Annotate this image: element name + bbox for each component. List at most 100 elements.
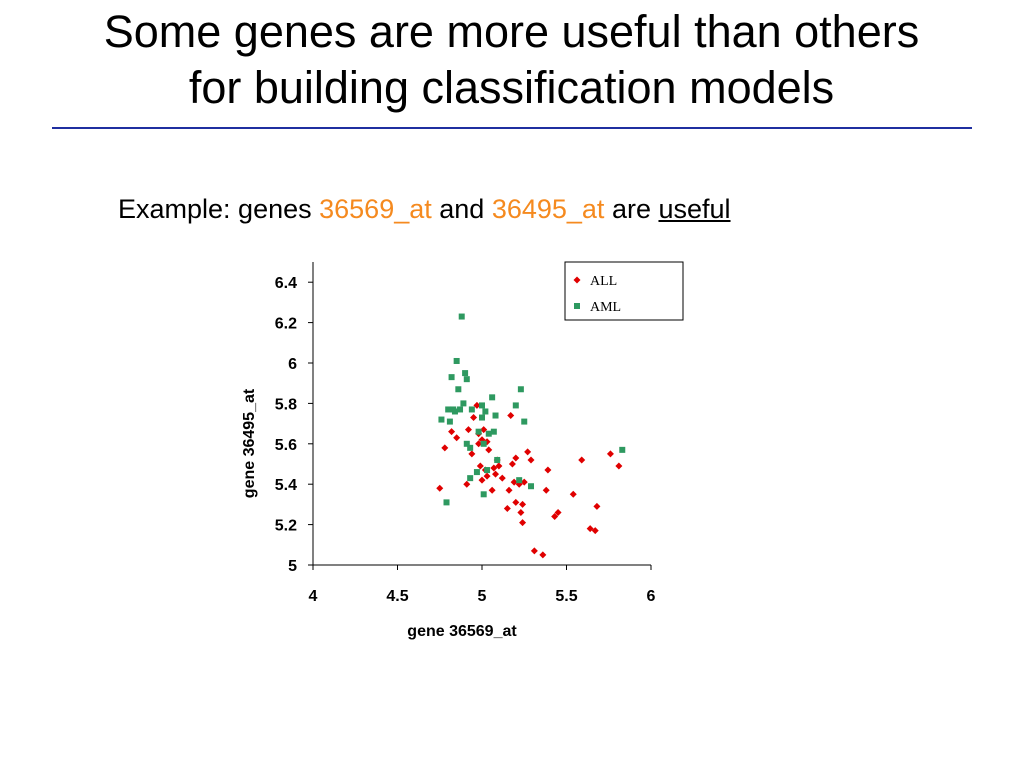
point-aml — [463, 376, 470, 383]
point-all — [470, 414, 478, 422]
caption-gene-2: 36495_at — [491, 194, 605, 224]
y-tick-label: 6.4 — [275, 275, 297, 292]
point-all — [448, 428, 456, 436]
point-all — [498, 474, 506, 482]
legend-label-all: ALL — [590, 274, 617, 289]
point-all — [488, 486, 496, 494]
point-aml — [448, 374, 455, 381]
point-aml — [480, 491, 487, 498]
point-all — [473, 401, 481, 409]
point-aml — [462, 370, 469, 377]
point-aml — [480, 440, 487, 447]
point-aml — [445, 406, 452, 413]
point-all — [530, 547, 538, 555]
point-all — [485, 446, 493, 454]
chart-points — [436, 313, 626, 559]
point-all — [478, 436, 486, 444]
point-all — [478, 476, 486, 484]
y-tick-label: 5.2 — [275, 518, 297, 535]
chart-legend: ALL AML — [564, 261, 684, 321]
point-all — [495, 462, 503, 470]
point-aml — [528, 483, 535, 490]
point-all — [578, 456, 586, 464]
point-all — [508, 460, 516, 468]
title-line-2: for building classification models — [188, 62, 835, 113]
x-tick-label: 5 — [478, 588, 487, 605]
point-all — [464, 426, 472, 434]
point-all — [463, 480, 471, 488]
y-tick-label: 5.4 — [275, 477, 297, 494]
legend-label-aml: AML — [590, 300, 621, 315]
caption-are: are — [604, 194, 659, 224]
point-all — [490, 464, 498, 472]
point-aml — [479, 402, 485, 409]
point-all — [480, 426, 488, 434]
x-tick-label: 4 — [309, 588, 318, 605]
slide-title: Some genes are more useful than others f… — [0, 4, 1023, 116]
y-axis-title: gene 36495_at — [241, 388, 258, 498]
point-all — [453, 434, 461, 442]
y-tick-label: 5 — [288, 558, 297, 575]
point-aml — [460, 400, 467, 407]
point-all — [510, 478, 518, 486]
caption-emphasis: useful — [658, 194, 731, 224]
point-all — [606, 450, 614, 458]
x-axis-title: gene 36569_at — [407, 623, 517, 640]
point-aml — [489, 394, 496, 401]
point-all — [586, 525, 594, 533]
x-tick-label: 6 — [647, 588, 656, 605]
point-aml — [521, 418, 528, 425]
y-tick-label: 6 — [288, 356, 297, 373]
point-all — [507, 412, 515, 420]
example-caption: Example: genes 36569_at and 36495_at are… — [118, 192, 731, 226]
point-aml — [512, 402, 519, 409]
point-aml — [468, 406, 475, 413]
point-all — [468, 450, 476, 458]
caption-and: and — [431, 194, 492, 224]
y-tick-label: 6.2 — [275, 316, 297, 333]
point-all — [441, 444, 449, 452]
point-all — [539, 551, 547, 559]
y-tick-label: 5.6 — [275, 437, 297, 454]
point-aml — [517, 386, 524, 393]
point-all — [476, 462, 484, 470]
point-aml — [463, 440, 470, 447]
x-tick-label: 4.5 — [386, 588, 408, 605]
point-all — [593, 502, 601, 510]
point-all — [519, 519, 527, 527]
point-all — [520, 478, 528, 486]
legend-marker-all — [573, 276, 581, 284]
x-tick-label: 5.5 — [555, 588, 577, 605]
point-aml — [484, 467, 491, 474]
point-all — [475, 440, 483, 448]
point-all — [569, 490, 577, 498]
point-aml — [458, 313, 465, 320]
scatter-chart: 5 5.2 5.4 5.6 5.8 6 6.2 6.4 4 4.5 5 5.5 6 ALL AML gen… — [241, 261, 684, 640]
caption-prefix: Example: genes — [118, 194, 320, 224]
point-all — [517, 508, 525, 516]
legend-marker-aml — [574, 303, 580, 309]
point-all — [542, 486, 550, 494]
point-aml — [482, 408, 489, 415]
point-all — [505, 486, 513, 494]
point-aml — [619, 446, 626, 453]
point-all — [436, 484, 444, 492]
point-all — [512, 454, 520, 462]
point-all — [492, 470, 500, 478]
title-line-1: Some genes are more useful than others — [103, 6, 920, 57]
point-aml — [467, 444, 474, 451]
point-aml — [438, 416, 445, 423]
point-aml — [455, 386, 462, 393]
legend-box — [564, 261, 684, 321]
point-all — [615, 462, 623, 470]
point-aml — [479, 414, 485, 421]
point-aml — [467, 475, 474, 482]
point-aml — [516, 477, 523, 484]
point-all — [527, 456, 535, 464]
chart-axes: 5 5.2 5.4 5.6 5.8 6 6.2 6.4 4 4.5 5 5.5 6 — [275, 262, 656, 605]
point-aml — [492, 412, 499, 419]
point-all — [519, 500, 527, 508]
point-aml — [475, 428, 482, 435]
point-all — [524, 448, 532, 456]
point-aml — [494, 456, 501, 463]
